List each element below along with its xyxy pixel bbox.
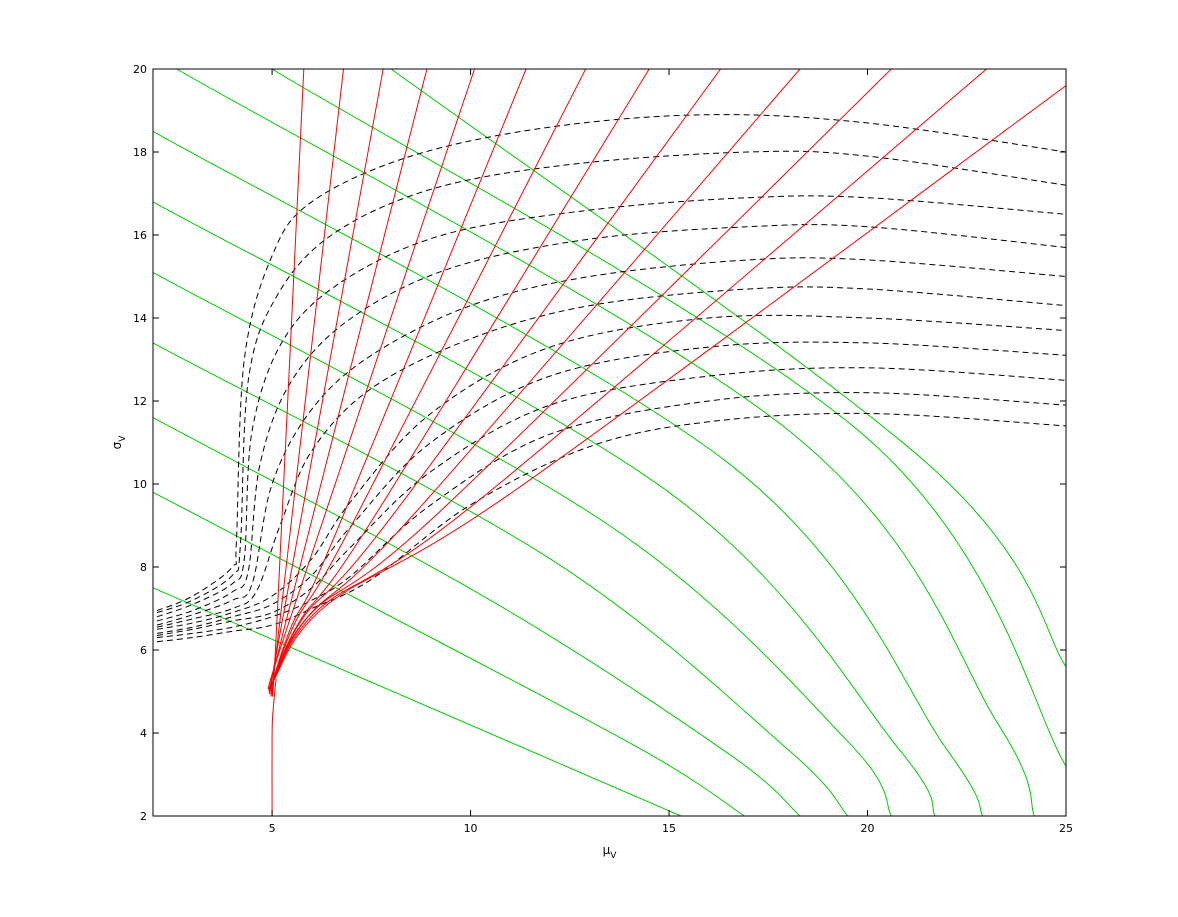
axes-box [152, 68, 1067, 817]
black-curve-27 [156, 341, 1066, 634]
y-tick-label: 6 [140, 644, 147, 657]
y-tick-label: 12 [133, 395, 147, 408]
green-curve-22 [271, 69, 1066, 767]
x-axis-label-main: μ [603, 843, 611, 857]
x-tick-label: 10 [464, 822, 478, 835]
x-tick-label: 25 [1059, 822, 1073, 835]
red-curve-11 [271, 69, 892, 684]
black-curve-26 [156, 367, 1066, 636]
x-tick-label: 15 [662, 822, 676, 835]
green-curve-21 [176, 69, 1035, 816]
y-tick-label: 10 [133, 478, 147, 491]
x-axis-label: μV [603, 843, 618, 861]
red-curve-4 [268, 69, 428, 692]
black-curve-32 [156, 195, 1066, 618]
plot-series [153, 69, 1066, 816]
x-axis-label-sub: V [610, 851, 617, 861]
y-tick-label: 16 [133, 229, 147, 242]
red-curve-2 [270, 69, 344, 697]
y-axis-label: σV [110, 435, 128, 450]
x-tick-label: 5 [269, 822, 276, 835]
black-curve-34 [156, 114, 1066, 612]
green-curve-19 [153, 201, 936, 816]
y-tick-label: 2 [140, 810, 147, 823]
black-curve-25 [156, 392, 1066, 638]
red-curve-0 [271, 678, 277, 816]
black-curve-33 [156, 150, 1066, 614]
y-axis-label-main: σ [110, 441, 124, 449]
y-tick-label: 14 [133, 312, 147, 325]
green-curve-17 [153, 342, 849, 816]
y-tick-label: 18 [133, 146, 147, 159]
black-curve-24 [156, 412, 1066, 643]
x-tick-label: 20 [861, 822, 875, 835]
green-curve-15 [153, 491, 745, 816]
red-curve-6 [271, 69, 527, 684]
green-curve-23 [390, 69, 1066, 667]
black-curve-29 [156, 286, 1066, 628]
red-curve-13 [271, 85, 1066, 684]
y-tick-label: 4 [140, 727, 147, 740]
red-curve-1 [271, 69, 305, 697]
y-tick-label: 8 [140, 561, 147, 574]
red-curve-12 [271, 69, 987, 684]
green-curve-20 [153, 130, 984, 816]
green-curve-16 [153, 417, 801, 816]
red-curve-5 [267, 69, 475, 690]
red-curve-3 [269, 69, 384, 695]
green-curve-14 [153, 587, 682, 816]
green-curve-18 [153, 271, 892, 816]
red-curve-7 [271, 69, 587, 684]
y-axis-label-sub: V [118, 435, 128, 442]
red-curve-9 [271, 69, 722, 684]
y-tick-label: 20 [133, 63, 147, 76]
axis-ticks: 5 10 15 20 25 2 4 6 8 10 12 14 16 18 20 [133, 63, 1073, 835]
black-curve-28 [156, 314, 1066, 630]
